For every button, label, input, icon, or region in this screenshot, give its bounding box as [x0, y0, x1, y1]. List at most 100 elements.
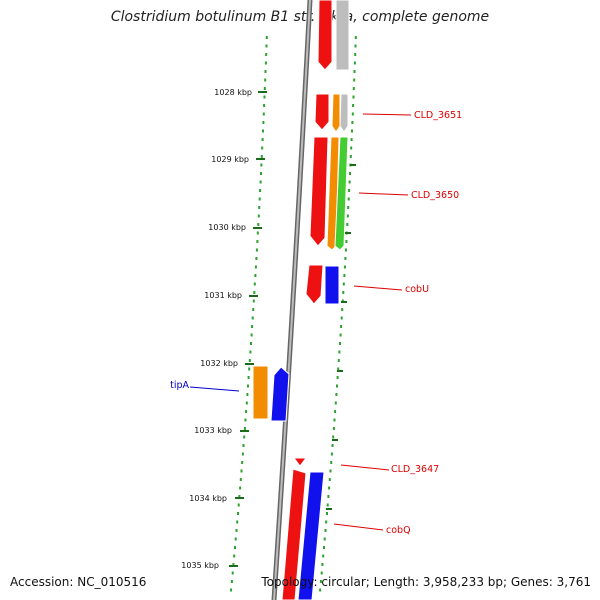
scale-dot: [330, 452, 333, 456]
genome-summary-text: Topology: circular; Length: 3,958,233 bp…: [261, 575, 591, 589]
scale-dot: [348, 189, 351, 192]
gene-label-cld-3650[interactable]: CLD_3650: [411, 190, 459, 201]
gene-label-leader: [340, 464, 390, 471]
scale-dot: [325, 520, 328, 524]
gene-feature-green[interactable]: [334, 136, 349, 251]
gene-feature-red[interactable]: [317, 0, 333, 71]
scale-dot: [328, 486, 331, 490]
scale-dot: [250, 342, 252, 345]
scale-dot: [340, 325, 343, 328]
gene-features-forward: [281, 0, 350, 600]
scale-dot: [345, 240, 348, 243]
scale-tick-label: 1034 kbp: [189, 494, 227, 503]
scale-tick-label: 1033 kbp: [194, 426, 232, 435]
scale-dot: [248, 359, 251, 362]
gene-label-leader: [362, 113, 412, 116]
gene-feature-orange[interactable]: [331, 93, 341, 133]
gene-features-reverse: [252, 365, 290, 422]
scale-tick-label: 1035 kbp: [181, 561, 219, 570]
scale-dot: [247, 376, 250, 379]
scale-dot: [251, 316, 254, 320]
scale-dot: [334, 401, 337, 405]
scale-dot: [262, 112, 265, 116]
scale-dot: [323, 546, 325, 549]
scale-dot: [248, 367, 251, 371]
scale-dot: [261, 146, 264, 150]
gene-feature-red[interactable]: [314, 93, 330, 131]
scale-ticks: 1028 kbp 1029 kbp 1030 kbp 1031 kbp 1032…: [181, 88, 356, 570]
gene-feature-red[interactable]: [281, 468, 307, 600]
scale-dot: [243, 427, 246, 430]
gene-feature-gray[interactable]: [339, 93, 349, 133]
gene-label-tipa[interactable]: tipA: [170, 380, 189, 391]
scale-dot: [353, 70, 356, 73]
scale-dot: [353, 78, 356, 82]
scale-dot: [328, 478, 331, 481]
scale-dot: [265, 53, 268, 56]
scale-dot: [330, 461, 333, 464]
scale-dot: [250, 333, 253, 337]
scale-dot: [322, 554, 325, 558]
scale-dot: [232, 563, 235, 566]
scale-tick-label: 1028 kbp: [214, 88, 252, 97]
scale-dot: [336, 384, 338, 388]
scale-dot: [354, 36, 357, 39]
scale-dot: [240, 469, 243, 473]
scale-dot: [351, 121, 354, 124]
scale-dot: [233, 554, 236, 558]
scale-dot: [346, 214, 349, 218]
scale-tick-label: 1030 kbp: [208, 223, 246, 232]
gene-labels: CLD_3651 CLD_3650 cobU tipA CLD_3647 cob…: [170, 110, 462, 536]
scale-dot: [347, 197, 350, 201]
gene-label-cld-3651[interactable]: CLD_3651: [414, 110, 462, 121]
gene-feature-blue[interactable]: [270, 366, 290, 422]
scale-dot: [263, 87, 266, 90]
scale-dot: [324, 529, 327, 532]
scale-dot: [348, 180, 351, 184]
gene-label-cld-3647[interactable]: CLD_3647: [391, 464, 439, 475]
scale-dot: [257, 214, 260, 218]
scale-dot: [342, 282, 345, 286]
scale-dot: [264, 78, 267, 82]
scale-dot: [323, 537, 326, 541]
map-title: Clostridium botulinum B1 str. Okra, comp…: [110, 9, 490, 25]
accession-text: Accession: NC_010516: [10, 575, 147, 589]
scale-dot: [326, 503, 329, 507]
scale-dot: [258, 197, 261, 201]
scale-dot: [337, 359, 340, 362]
scale-dot: [238, 495, 241, 498]
gene-feature-red[interactable]: [309, 136, 329, 247]
scale-dot: [321, 563, 324, 566]
scale-dot: [258, 206, 261, 209]
scale-dot: [253, 282, 256, 286]
scale-dot: [340, 316, 343, 320]
scale-dot: [347, 206, 350, 209]
gene-feature-red[interactable]: [293, 457, 307, 467]
scale-dot: [332, 435, 335, 439]
scale-dot: [338, 350, 341, 354]
scale-dot: [237, 503, 240, 507]
scale-dot: [254, 274, 257, 277]
gene-feature-red[interactable]: [305, 264, 324, 305]
scale-dot: [343, 274, 346, 277]
scale-dot: [352, 104, 355, 107]
scale-dot: [349, 172, 351, 175]
scale-dot: [262, 121, 265, 124]
gene-feature-gray[interactable]: [335, 0, 350, 71]
gene-label-cobu[interactable]: cobU: [405, 284, 429, 295]
gene-label-cobq[interactable]: cobQ: [386, 525, 411, 536]
gene-feature-orange[interactable]: [252, 365, 269, 420]
scale-dot: [351, 112, 354, 116]
scale-dot: [231, 571, 234, 575]
scale-dot: [243, 435, 246, 439]
gene-feature-blue[interactable]: [297, 471, 325, 600]
scale-dot: [235, 529, 238, 532]
scale-dot: [252, 299, 255, 303]
scale-dot: [230, 588, 233, 592]
scale-dot: [265, 44, 268, 48]
scale-dot: [241, 452, 244, 456]
scale-dot: [260, 172, 262, 175]
scale-tick-label: 1032 kbp: [200, 359, 238, 368]
gene-feature-blue[interactable]: [324, 265, 340, 305]
